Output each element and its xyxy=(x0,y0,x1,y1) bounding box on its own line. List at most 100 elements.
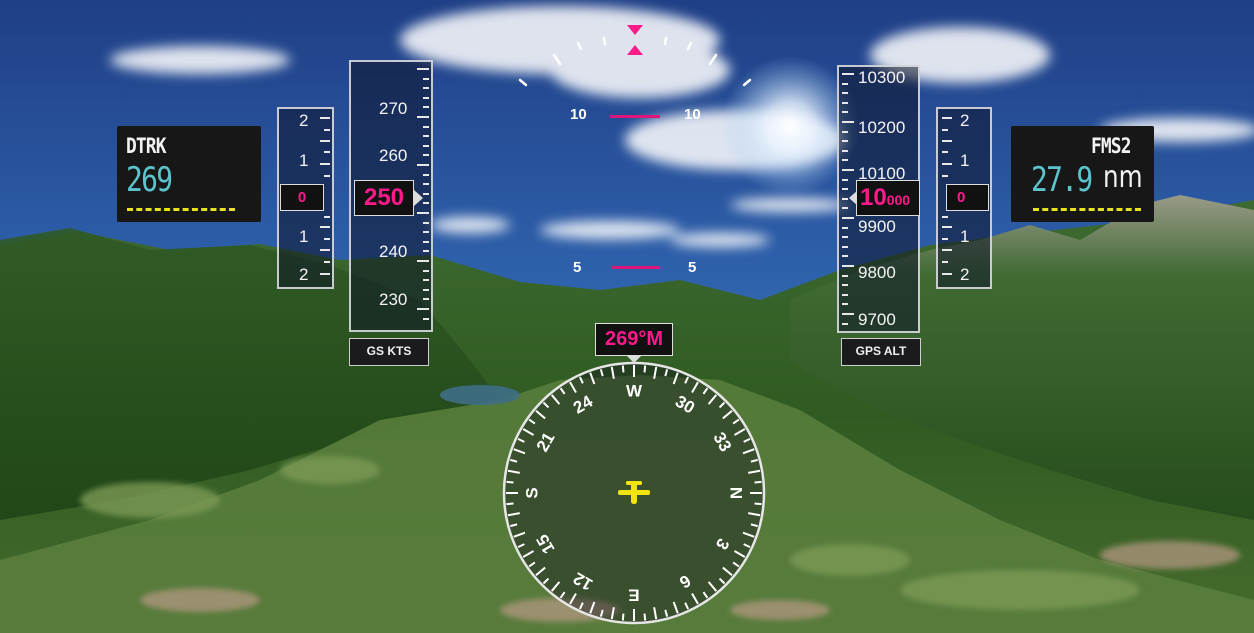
compass-tick xyxy=(707,581,718,592)
alt-tick xyxy=(842,313,854,315)
pitch-10-left: 10 xyxy=(570,106,587,123)
altitude-readout-hundreds: 000 xyxy=(886,192,911,208)
speed-tick xyxy=(423,135,429,138)
compass-tick xyxy=(506,480,514,484)
compass-tick xyxy=(748,512,761,517)
compass-tick xyxy=(578,376,584,384)
dtrk-value: 269 xyxy=(126,160,173,200)
compass-tick xyxy=(672,601,679,614)
compass-tick xyxy=(569,381,577,394)
speed-tick xyxy=(423,279,429,282)
alt-pointer xyxy=(849,190,858,206)
alt-tick xyxy=(842,274,848,277)
compass-tick xyxy=(599,609,604,617)
compass-tick xyxy=(550,581,561,592)
pitch-10-right: 10 xyxy=(684,106,701,123)
compass-tick xyxy=(750,523,758,528)
dtrk-dashes xyxy=(127,208,235,211)
vsi-left-upper-1: 1 xyxy=(299,151,309,170)
speed-tick xyxy=(417,260,429,262)
alt-tick xyxy=(842,226,848,229)
compass-tick xyxy=(528,561,536,568)
speed-tick xyxy=(423,202,429,205)
compass-tick xyxy=(513,448,526,455)
compass-tick xyxy=(742,531,755,538)
alt-tick xyxy=(842,82,848,85)
speed-tick xyxy=(417,308,429,310)
compass-tick xyxy=(748,469,761,474)
speed-tick xyxy=(423,231,429,234)
airplane-icon xyxy=(618,481,650,504)
compass-tick xyxy=(578,602,584,610)
compass-tick xyxy=(718,577,726,585)
vsi-right-lower-2: 2 xyxy=(960,265,970,284)
compass-tick xyxy=(664,369,669,377)
pitch-5-bar xyxy=(611,266,659,269)
pitch-5-left: 5 xyxy=(573,259,582,276)
vsi-left-lower-2: 2 xyxy=(299,265,309,284)
compass-tick xyxy=(507,512,520,517)
speed-tick xyxy=(423,250,429,253)
alt-tick xyxy=(842,92,848,95)
compass-tick xyxy=(702,387,709,395)
vsi-right-readout: 0 xyxy=(946,184,989,211)
alt-tick xyxy=(842,284,848,287)
compass-tick xyxy=(621,365,625,373)
fms-dashes xyxy=(1033,208,1141,211)
compass-tick xyxy=(718,401,726,409)
alt-tick xyxy=(842,265,854,267)
speed-tick xyxy=(423,192,429,195)
compass-tick xyxy=(684,602,690,610)
alt-tick xyxy=(842,130,848,133)
speed-tick xyxy=(417,212,429,214)
speed-tick xyxy=(423,288,429,291)
speed-tick xyxy=(423,173,429,176)
compass-tick xyxy=(522,550,535,558)
roll-scale xyxy=(518,36,752,87)
alt-tick xyxy=(842,197,848,200)
compass-tick xyxy=(733,550,746,558)
compass-tick xyxy=(559,387,566,395)
roll-pointer xyxy=(627,25,643,55)
alt-tick xyxy=(842,121,854,123)
alt-mark-10200: 10200 xyxy=(858,118,906,137)
compass-tick xyxy=(691,381,699,394)
compass-tick xyxy=(510,458,518,463)
compass-tick xyxy=(559,591,566,599)
alt-mark-9800: 9800 xyxy=(858,263,896,282)
compass-tick xyxy=(528,418,536,425)
speed-tick xyxy=(423,87,429,90)
vsi-right-lower-1: 1 xyxy=(960,227,970,246)
alt-tick xyxy=(842,255,848,258)
compass-tick xyxy=(750,458,758,463)
compass-tick xyxy=(742,448,755,455)
speed-tick xyxy=(423,221,429,224)
alt-tick xyxy=(842,245,848,248)
vsi-left-upper-2: 2 xyxy=(299,111,309,130)
speed-tick xyxy=(417,116,429,118)
compass-tick xyxy=(513,531,526,538)
speed-mark-240: 240 xyxy=(379,242,408,261)
alt-mark-9900: 9900 xyxy=(858,217,896,236)
compass-tick xyxy=(589,372,596,385)
compass-tick xyxy=(517,543,525,549)
vsi-left-readout: 0 xyxy=(280,184,324,211)
heading-readout: 269°M xyxy=(595,323,673,356)
compass-tick xyxy=(664,609,669,617)
compass-tick xyxy=(542,577,550,585)
alt-tick xyxy=(842,159,848,162)
speed-tick xyxy=(423,144,429,147)
compass-tick xyxy=(754,502,762,506)
vsi-right-upper-2: 2 xyxy=(960,111,970,130)
compass-tick xyxy=(743,437,751,443)
alt-mark-10300: 10300 xyxy=(858,68,906,87)
speed-pointer xyxy=(414,190,423,206)
speed-tape-label: GS KTS xyxy=(349,338,429,366)
alt-tick xyxy=(842,207,848,210)
compass-tick xyxy=(722,566,733,577)
compass-tick xyxy=(550,394,561,405)
speed-readout: 250 xyxy=(354,180,414,216)
speed-tick xyxy=(423,317,429,320)
compass-tick xyxy=(722,409,733,420)
speed-tick xyxy=(423,298,429,301)
